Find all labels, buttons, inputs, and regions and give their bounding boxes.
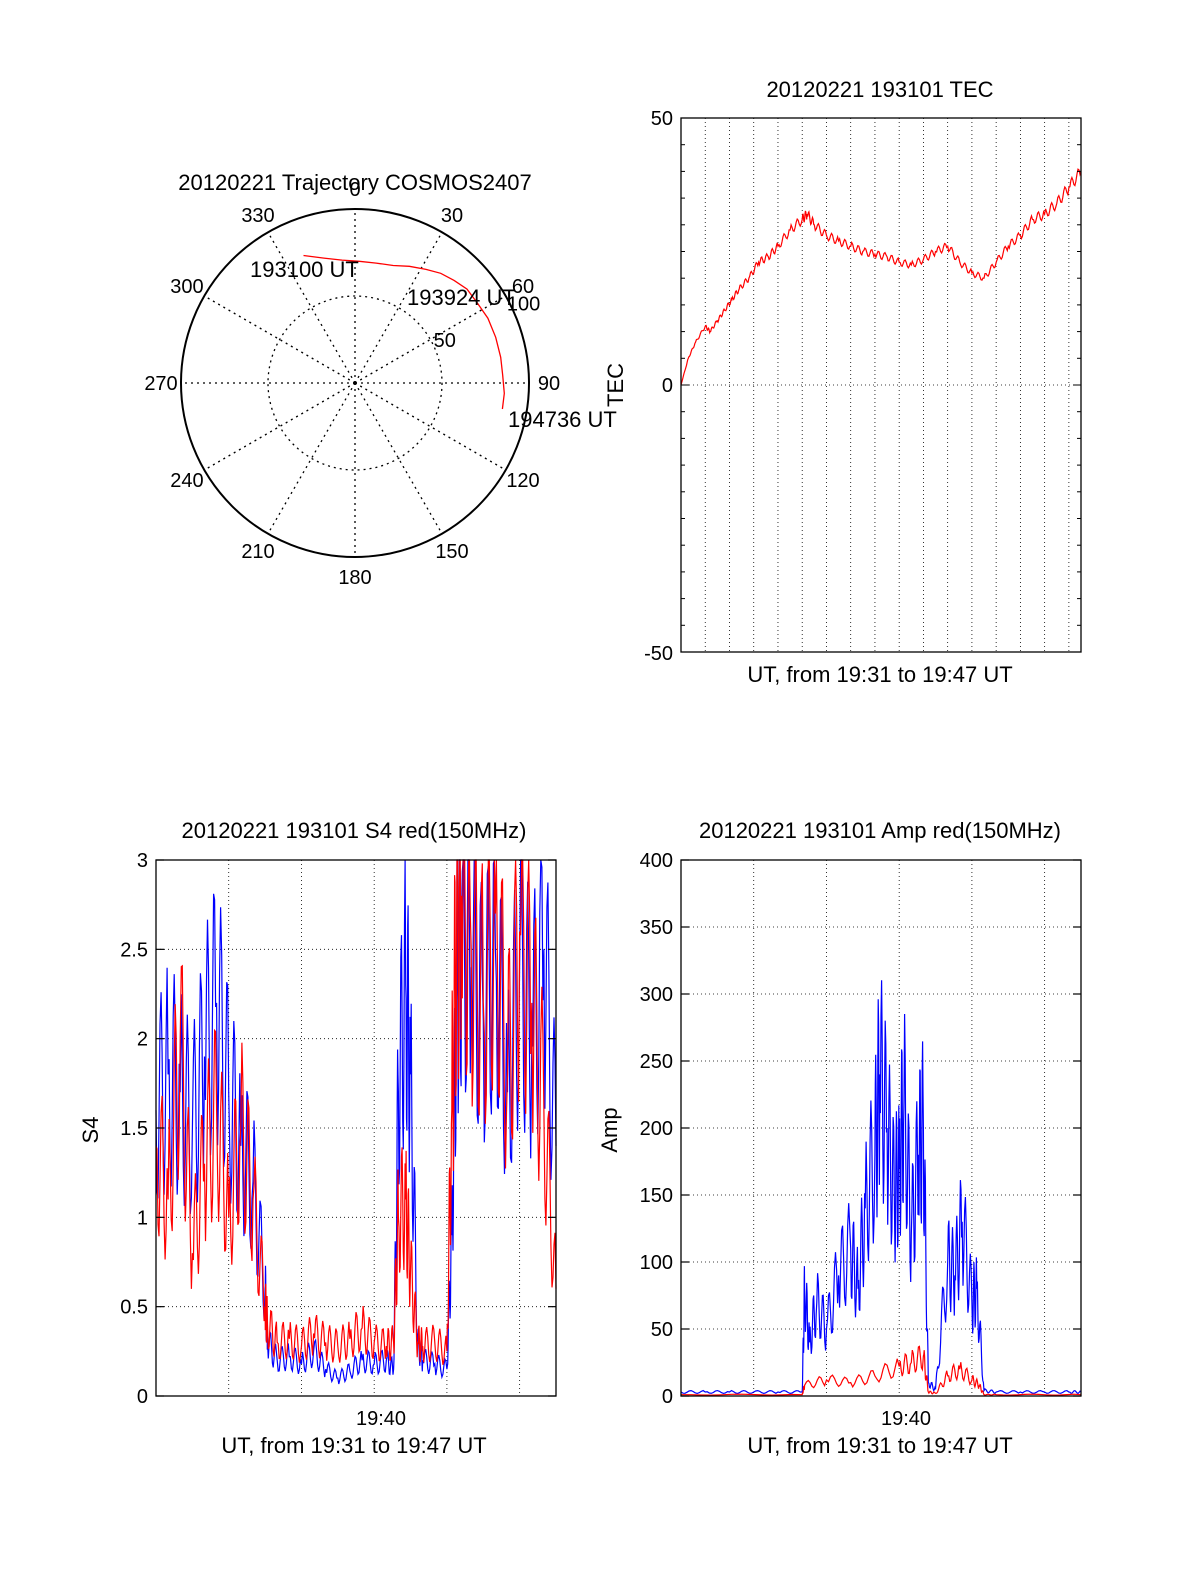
s4-ytick-label: 3 [137,850,148,872]
tec-series-group [680,168,1082,386]
s4-xlabel: UT, from 19:31 to 19:47 UT [221,1433,486,1458]
trajectory-start-label: 193100 UT [250,257,359,282]
trajectory-panel: 20120221 Trajectory COSMOS2407 0 30 60 90 12… [144,170,617,589]
s4-panel: 20120221 193101 S4 red(150MHz) 0 0.5 1 1.5 2… [78,818,557,1458]
azimuth-label: 150 [435,541,468,563]
amp-ytick-label: 250 [640,1051,673,1073]
azimuth-label: 30 [441,205,463,227]
azimuth-label: 330 [241,205,274,227]
s4-ytick-label: 2 [137,1029,148,1051]
amp-ytick-label: 50 [651,1319,673,1341]
s4-grid [156,860,556,1396]
azimuth-label: 270 [144,373,177,395]
azimuth-label: 300 [170,276,203,298]
polar-rim [180,208,530,558]
s4-ytick-label: 0 [137,1386,148,1408]
amp-grid [681,860,1081,1396]
polar-spoke [203,295,356,384]
azimuth-label: 0 [349,179,360,201]
amp-xtick-label: 19:40 [881,1408,931,1430]
amp-ytick-label: 150 [640,1185,673,1207]
tec-ytick-label: 0 [662,375,673,397]
s4-series-group [155,859,557,1385]
amp-ytick-label: 350 [640,917,673,939]
polar-spoke [203,382,356,471]
amp-ytick-label: 0 [662,1386,673,1408]
trajectory-line [303,254,505,410]
amp-series-blue [680,980,1082,1395]
tec-tick-marks [681,117,1081,653]
polar-spoke [354,231,443,384]
amp-tick-marks [681,859,1081,1397]
tec-xlabel: UT, from 19:31 to 19:47 UT [747,662,1012,687]
amp-title: 20120221 193101 Amp red(150MHz) [699,818,1061,843]
s4-tick-marks [156,859,556,1397]
azimuth-labels: 0 30 60 90 120 150 180 210 240 270 300 330 [144,179,560,589]
azimuth-label: 120 [506,470,539,492]
tec-ytick-label: -50 [644,643,673,665]
s4-series-blue [155,859,557,1385]
polar-spoke [354,295,507,384]
tec-panel: 20120221 193101 TEC 50 0 -50 UT, from 19… [603,77,1082,687]
amp-series-red [681,1345,1082,1396]
polar-spoke [354,382,507,471]
azimuth-label: 240 [170,470,203,492]
radius-label: 50 [434,330,456,352]
s4-series-red [155,859,557,1365]
s4-ytick-labels: 0 0.5 1 1.5 2 2.5 3 [120,850,148,1408]
tec-title: 20120221 193101 TEC [766,77,993,102]
azimuth-label: 60 [512,276,534,298]
amp-xlabel: UT, from 19:31 to 19:47 UT [747,1433,1012,1458]
polar-ring [267,295,443,471]
amp-panel: 20120221 193101 Amp red(150MHz) 0 50 100 15… [597,818,1082,1458]
amp-ytick-label: 400 [640,850,673,872]
amp-series-group [680,980,1082,1396]
amp-ytick-label: 300 [640,984,673,1006]
radius-label: 100 [507,293,540,315]
amp-ytick-labels: 0 50 100 150 200 250 300 350 400 [640,850,673,1408]
trajectory-title: 20120221 Trajectory COSMOS2407 [178,170,531,195]
amp-ytick-label: 200 [640,1118,673,1140]
s4-ytick-label: 1 [137,1207,148,1229]
trajectory-mid-label: 193924 UT [407,285,516,310]
tec-series-red [680,168,1082,386]
amp-ytick-label: 100 [640,1252,673,1274]
polar-spoke [267,382,356,535]
azimuth-label: 90 [538,373,560,395]
s4-ylabel: S4 [78,1117,103,1144]
polar-spoke [267,231,356,384]
amp-ylabel: Amp [597,1107,622,1152]
s4-ytick-label: 0.5 [120,1297,148,1319]
s4-ytick-label: 2.5 [120,939,148,961]
s4-title: 20120221 193101 S4 red(150MHz) [182,818,527,843]
trajectory-end-label: 194736 UT [508,407,617,432]
azimuth-label: 210 [241,541,274,563]
s4-ytick-label: 1.5 [120,1118,148,1140]
polar-spoke [354,382,443,535]
azimuth-label: 180 [338,567,371,589]
tec-ylabel: TEC [603,363,628,407]
polar-grid [181,209,529,557]
tec-ytick-label: 50 [651,108,673,130]
tec-grid [681,118,1081,652]
radius-labels: 50 100 [434,293,541,352]
s4-xtick-label: 19:40 [356,1408,406,1430]
